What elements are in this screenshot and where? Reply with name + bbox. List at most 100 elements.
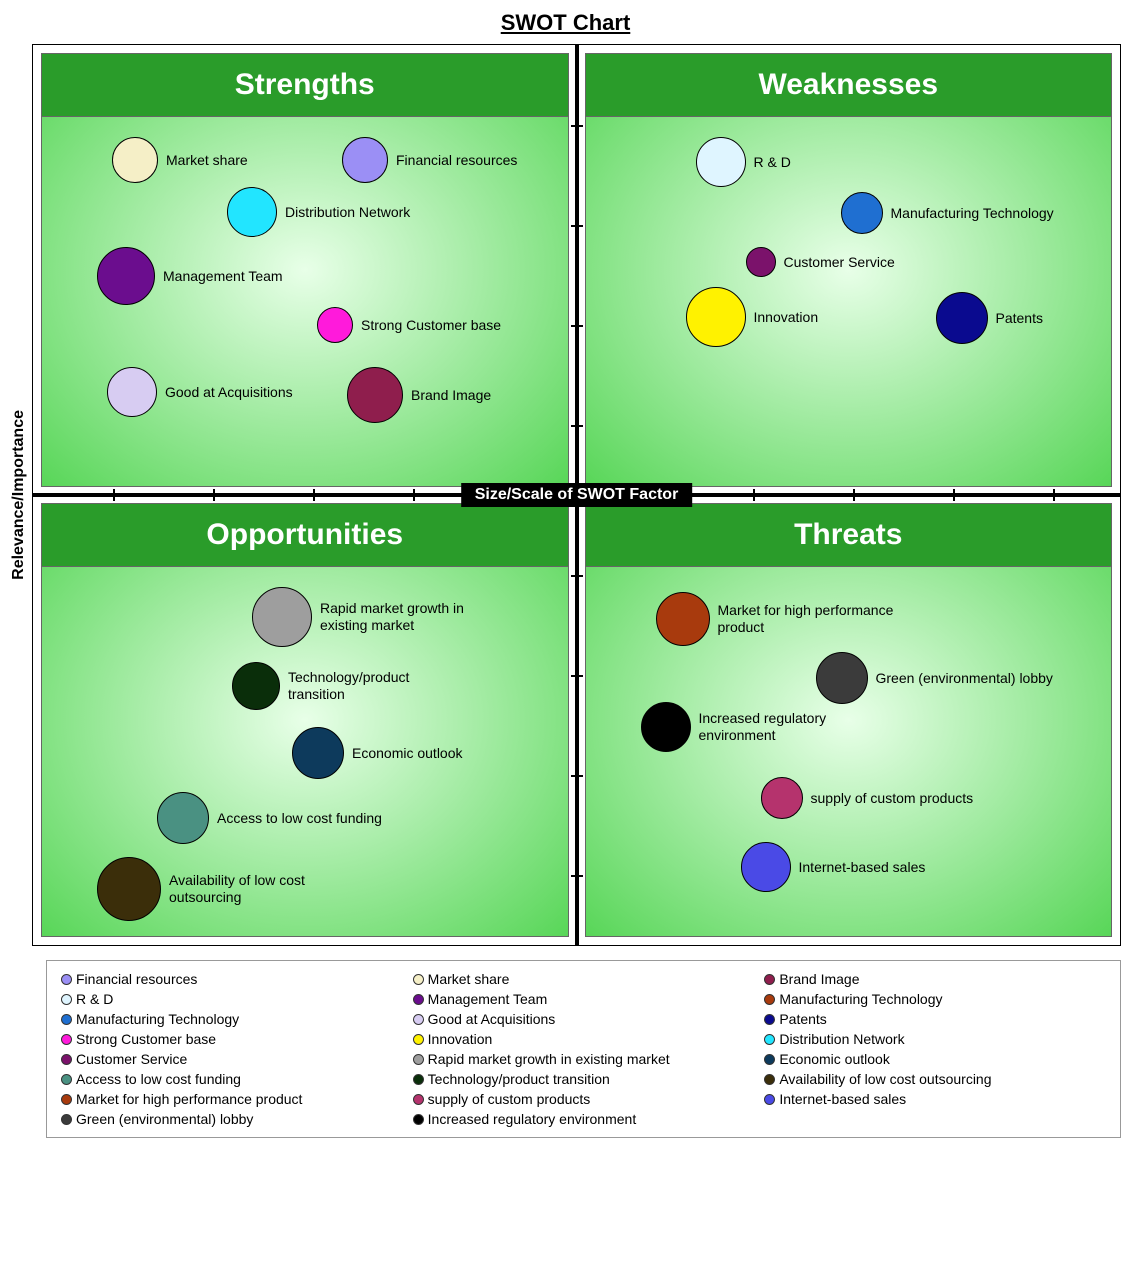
legend-label: Market for high performance product bbox=[76, 1091, 302, 1107]
axis-tick bbox=[571, 875, 583, 877]
legend-item: R & D bbox=[61, 991, 403, 1007]
legend-dot bbox=[764, 1034, 775, 1045]
legend-label: Access to low cost funding bbox=[76, 1071, 241, 1087]
legend-item: Market for high performance product bbox=[61, 1091, 403, 1107]
bubble-circle bbox=[97, 247, 155, 305]
legend-label: Manufacturing Technology bbox=[779, 991, 942, 1007]
legend-label: Financial resources bbox=[76, 971, 197, 987]
legend-item: Access to low cost funding bbox=[61, 1071, 403, 1087]
axis-tick bbox=[313, 489, 315, 501]
bubble-label: supply of custom products bbox=[811, 790, 974, 807]
legend-dot bbox=[61, 1054, 72, 1065]
bubble-item: Rapid market growth in existing market bbox=[252, 587, 500, 647]
quadrant-body: Rapid market growth in existing market Te… bbox=[42, 567, 568, 937]
axis-tick bbox=[571, 425, 583, 427]
legend-item: Internet-based sales bbox=[764, 1091, 1106, 1107]
bubble-item: Market for high performance product bbox=[656, 592, 898, 646]
quadrant-header: Weaknesses bbox=[586, 54, 1112, 117]
axis-tick bbox=[571, 125, 583, 127]
bubble-label: Patents bbox=[996, 310, 1043, 327]
legend-dot bbox=[413, 1094, 424, 1105]
bubble-label: Rapid market growth in existing market bbox=[320, 600, 500, 634]
legend-item: Manufacturing Technology bbox=[61, 1011, 403, 1027]
legend-item: Patents bbox=[764, 1011, 1106, 1027]
legend-label: Increased regulatory environment bbox=[428, 1111, 637, 1127]
bubble-circle bbox=[741, 842, 791, 892]
legend-dot bbox=[413, 1014, 424, 1025]
bubble-circle bbox=[746, 247, 776, 277]
legend-label: Good at Acquisitions bbox=[428, 1011, 556, 1027]
bubble-circle bbox=[656, 592, 710, 646]
bubble-label: Access to low cost funding bbox=[217, 810, 382, 827]
bubble-label: Green (environmental) lobby bbox=[876, 670, 1053, 687]
bubble-circle bbox=[317, 307, 353, 343]
quadrant-header: Opportunities bbox=[42, 504, 568, 567]
bubble-item: Brand Image bbox=[347, 367, 491, 423]
legend-dot bbox=[764, 1074, 775, 1085]
bubble-circle bbox=[816, 652, 868, 704]
legend-item: Market share bbox=[413, 971, 755, 987]
legend-label: Economic outlook bbox=[779, 1051, 890, 1067]
legend-item: Management Team bbox=[413, 991, 755, 1007]
axis-tick bbox=[413, 489, 415, 501]
legend-dot bbox=[413, 1114, 424, 1125]
bubble-label: Financial resources bbox=[396, 152, 517, 169]
quadrant-weaknesses: WeaknessesR & DManufacturing TechnologyC… bbox=[585, 53, 1113, 487]
bubble-label: Technology/product transition bbox=[288, 669, 468, 703]
quadrant-strengths: Strengths Market share Financial resources… bbox=[41, 53, 569, 487]
bubble-item: Financial resources bbox=[342, 137, 517, 183]
axis-tick bbox=[571, 225, 583, 227]
legend-item: Green (environmental) lobby bbox=[61, 1111, 403, 1127]
quadrant-header: Threats bbox=[586, 504, 1112, 567]
legend-label: Market share bbox=[428, 971, 510, 987]
legend-label: Distribution Network bbox=[779, 1031, 904, 1047]
legend-label: supply of custom products bbox=[428, 1091, 591, 1107]
axis-tick bbox=[571, 675, 583, 677]
legend-dot bbox=[61, 1114, 72, 1125]
axis-tick bbox=[571, 775, 583, 777]
legend-dot bbox=[764, 1014, 775, 1025]
bubble-item: Innovation bbox=[686, 287, 819, 347]
legend-item: Manufacturing Technology bbox=[764, 991, 1106, 1007]
bubble-label: Manufacturing Technology bbox=[891, 205, 1054, 222]
bubble-label: Brand Image bbox=[411, 387, 491, 404]
bubble-item: Distribution Network bbox=[227, 187, 410, 237]
legend-item: Financial resources bbox=[61, 971, 403, 987]
legend-dot bbox=[764, 1094, 775, 1105]
legend-item: Economic outlook bbox=[764, 1051, 1106, 1067]
bubble-label: R & D bbox=[754, 154, 791, 171]
bubble-circle bbox=[227, 187, 277, 237]
legend-item: Rapid market growth in existing market bbox=[413, 1051, 755, 1067]
legend-label: Customer Service bbox=[76, 1051, 187, 1067]
bubble-item: Market share bbox=[112, 137, 248, 183]
bubble-circle bbox=[112, 137, 158, 183]
legend-label: Manufacturing Technology bbox=[76, 1011, 239, 1027]
bubble-circle bbox=[696, 137, 746, 187]
legend-label: Patents bbox=[779, 1011, 826, 1027]
legend-label: Green (environmental) lobby bbox=[76, 1111, 253, 1127]
axis-tick bbox=[571, 325, 583, 327]
bubble-circle bbox=[641, 702, 691, 752]
legend-item: Innovation bbox=[413, 1031, 755, 1047]
bubble-label: Management Team bbox=[163, 268, 283, 285]
bubble-item: Increased regulatory environment bbox=[641, 702, 879, 752]
quadrant-opportunities: OpportunitiesRapid market growth in exis… bbox=[41, 503, 569, 937]
legend-item: Strong Customer base bbox=[61, 1031, 403, 1047]
bubble-label: Internet-based sales bbox=[799, 859, 926, 876]
bubble-circle bbox=[761, 777, 803, 819]
axis-tick bbox=[853, 489, 855, 501]
bubble-item: Strong Customer base bbox=[317, 307, 501, 343]
chart-frame: Size/Scale of SWOT Factor Strengths Marke… bbox=[32, 44, 1121, 946]
quadrant-body: R & DManufacturing TechnologyCustomer Se… bbox=[586, 117, 1112, 487]
legend-item: Distribution Network bbox=[764, 1031, 1106, 1047]
bubble-circle bbox=[841, 192, 883, 234]
quadrant-header: Strengths bbox=[42, 54, 568, 117]
axis-tick bbox=[113, 489, 115, 501]
legend-label: Management Team bbox=[428, 991, 548, 1007]
bubble-item: Access to low cost funding bbox=[157, 792, 382, 844]
legend-dot bbox=[764, 1054, 775, 1065]
bubble-label: Market share bbox=[166, 152, 248, 169]
x-axis-label: Size/Scale of SWOT Factor bbox=[461, 483, 693, 507]
bubble-circle bbox=[292, 727, 344, 779]
legend-dot bbox=[413, 1074, 424, 1085]
